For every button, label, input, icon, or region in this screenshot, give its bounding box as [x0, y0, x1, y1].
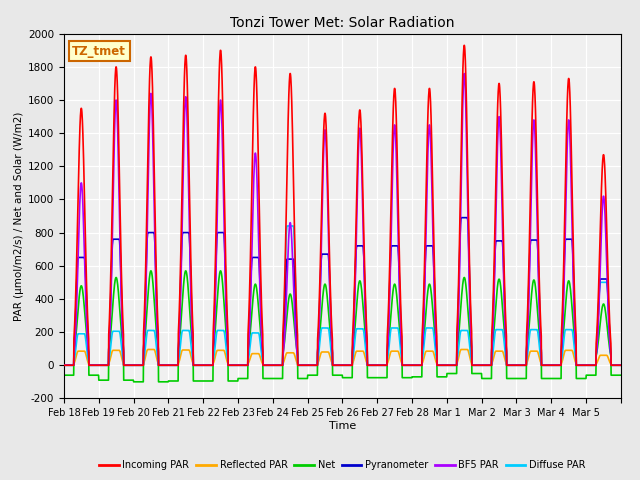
Title: Tonzi Tower Met: Solar Radiation: Tonzi Tower Met: Solar Radiation — [230, 16, 454, 30]
Legend: Incoming PAR, Reflected PAR, Net, Pyranometer, BF5 PAR, Diffuse PAR: Incoming PAR, Reflected PAR, Net, Pyrano… — [95, 456, 589, 474]
Y-axis label: PAR (μmol/m2/s) / Net and Solar (W/m2): PAR (μmol/m2/s) / Net and Solar (W/m2) — [14, 111, 24, 321]
X-axis label: Time: Time — [329, 421, 356, 431]
Text: TZ_tmet: TZ_tmet — [72, 45, 126, 58]
